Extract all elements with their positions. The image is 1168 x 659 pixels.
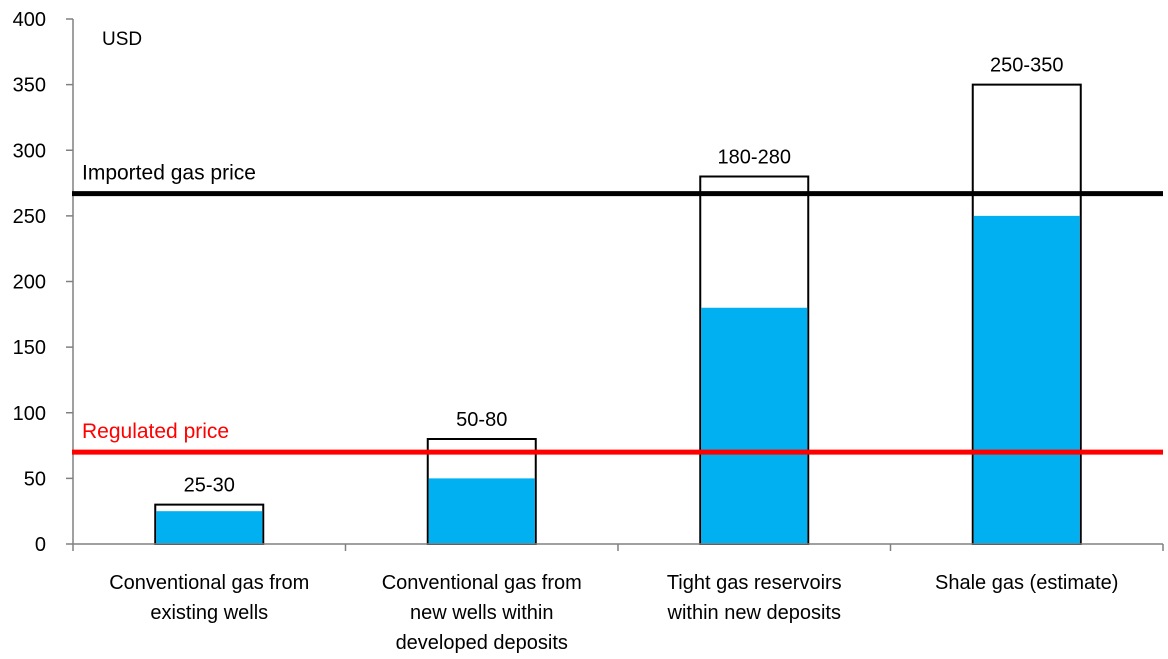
y-tick-label: 150 — [13, 337, 46, 359]
y-tick-label: 0 — [35, 534, 46, 556]
unit-label: USD — [102, 29, 142, 50]
reference-lines-layer — [72, 191, 1163, 455]
data-label: 180-280 — [718, 147, 791, 169]
category-label-line: existing wells — [150, 602, 268, 624]
axes-layer — [66, 18, 1164, 551]
low-bar — [156, 511, 263, 544]
y-tick-label: 50 — [24, 468, 46, 490]
category-label: Tight gas reservoirs within new deposits — [667, 572, 842, 624]
low-bar — [973, 215, 1080, 544]
y-tick-label: 100 — [13, 403, 46, 425]
category-label-line: new wells within — [410, 602, 553, 624]
data-label: 50-80 — [456, 409, 507, 431]
category-label-line: within new deposits — [667, 602, 841, 624]
category-label-line: Conventional gas from — [382, 572, 582, 594]
low-bar — [428, 478, 535, 544]
category-label: Conventional gas from new wells within dev… — [382, 572, 582, 654]
data-label: 250-350 — [990, 55, 1063, 77]
y-tick-label: 200 — [13, 272, 46, 294]
y-tick-label: 350 — [13, 75, 46, 97]
labels-layer: 25-30 50-80 180-280 250-350 0 50 100 150 200 250 3… — [13, 9, 1119, 654]
y-tick-label: 300 — [13, 140, 46, 162]
bars-layer — [154, 83, 1082, 545]
reference-line-label: Regulated price — [82, 420, 229, 443]
data-label: 25-30 — [184, 475, 235, 497]
low-bar — [701, 307, 808, 544]
y-tick-label: 400 — [13, 9, 46, 31]
category-label: Shale gas (estimate) — [935, 572, 1118, 594]
y-tick-label: 250 — [13, 206, 46, 228]
category-label-line: developed deposits — [396, 632, 568, 654]
category-label-line: Shale gas (estimate) — [935, 572, 1118, 594]
category-label: Conventional gas from existing wells — [109, 572, 309, 624]
category-label-line: Conventional gas from — [109, 572, 309, 594]
category-label-line: Tight gas reservoirs — [667, 572, 842, 594]
reference-line-label: Imported gas price — [82, 162, 256, 185]
